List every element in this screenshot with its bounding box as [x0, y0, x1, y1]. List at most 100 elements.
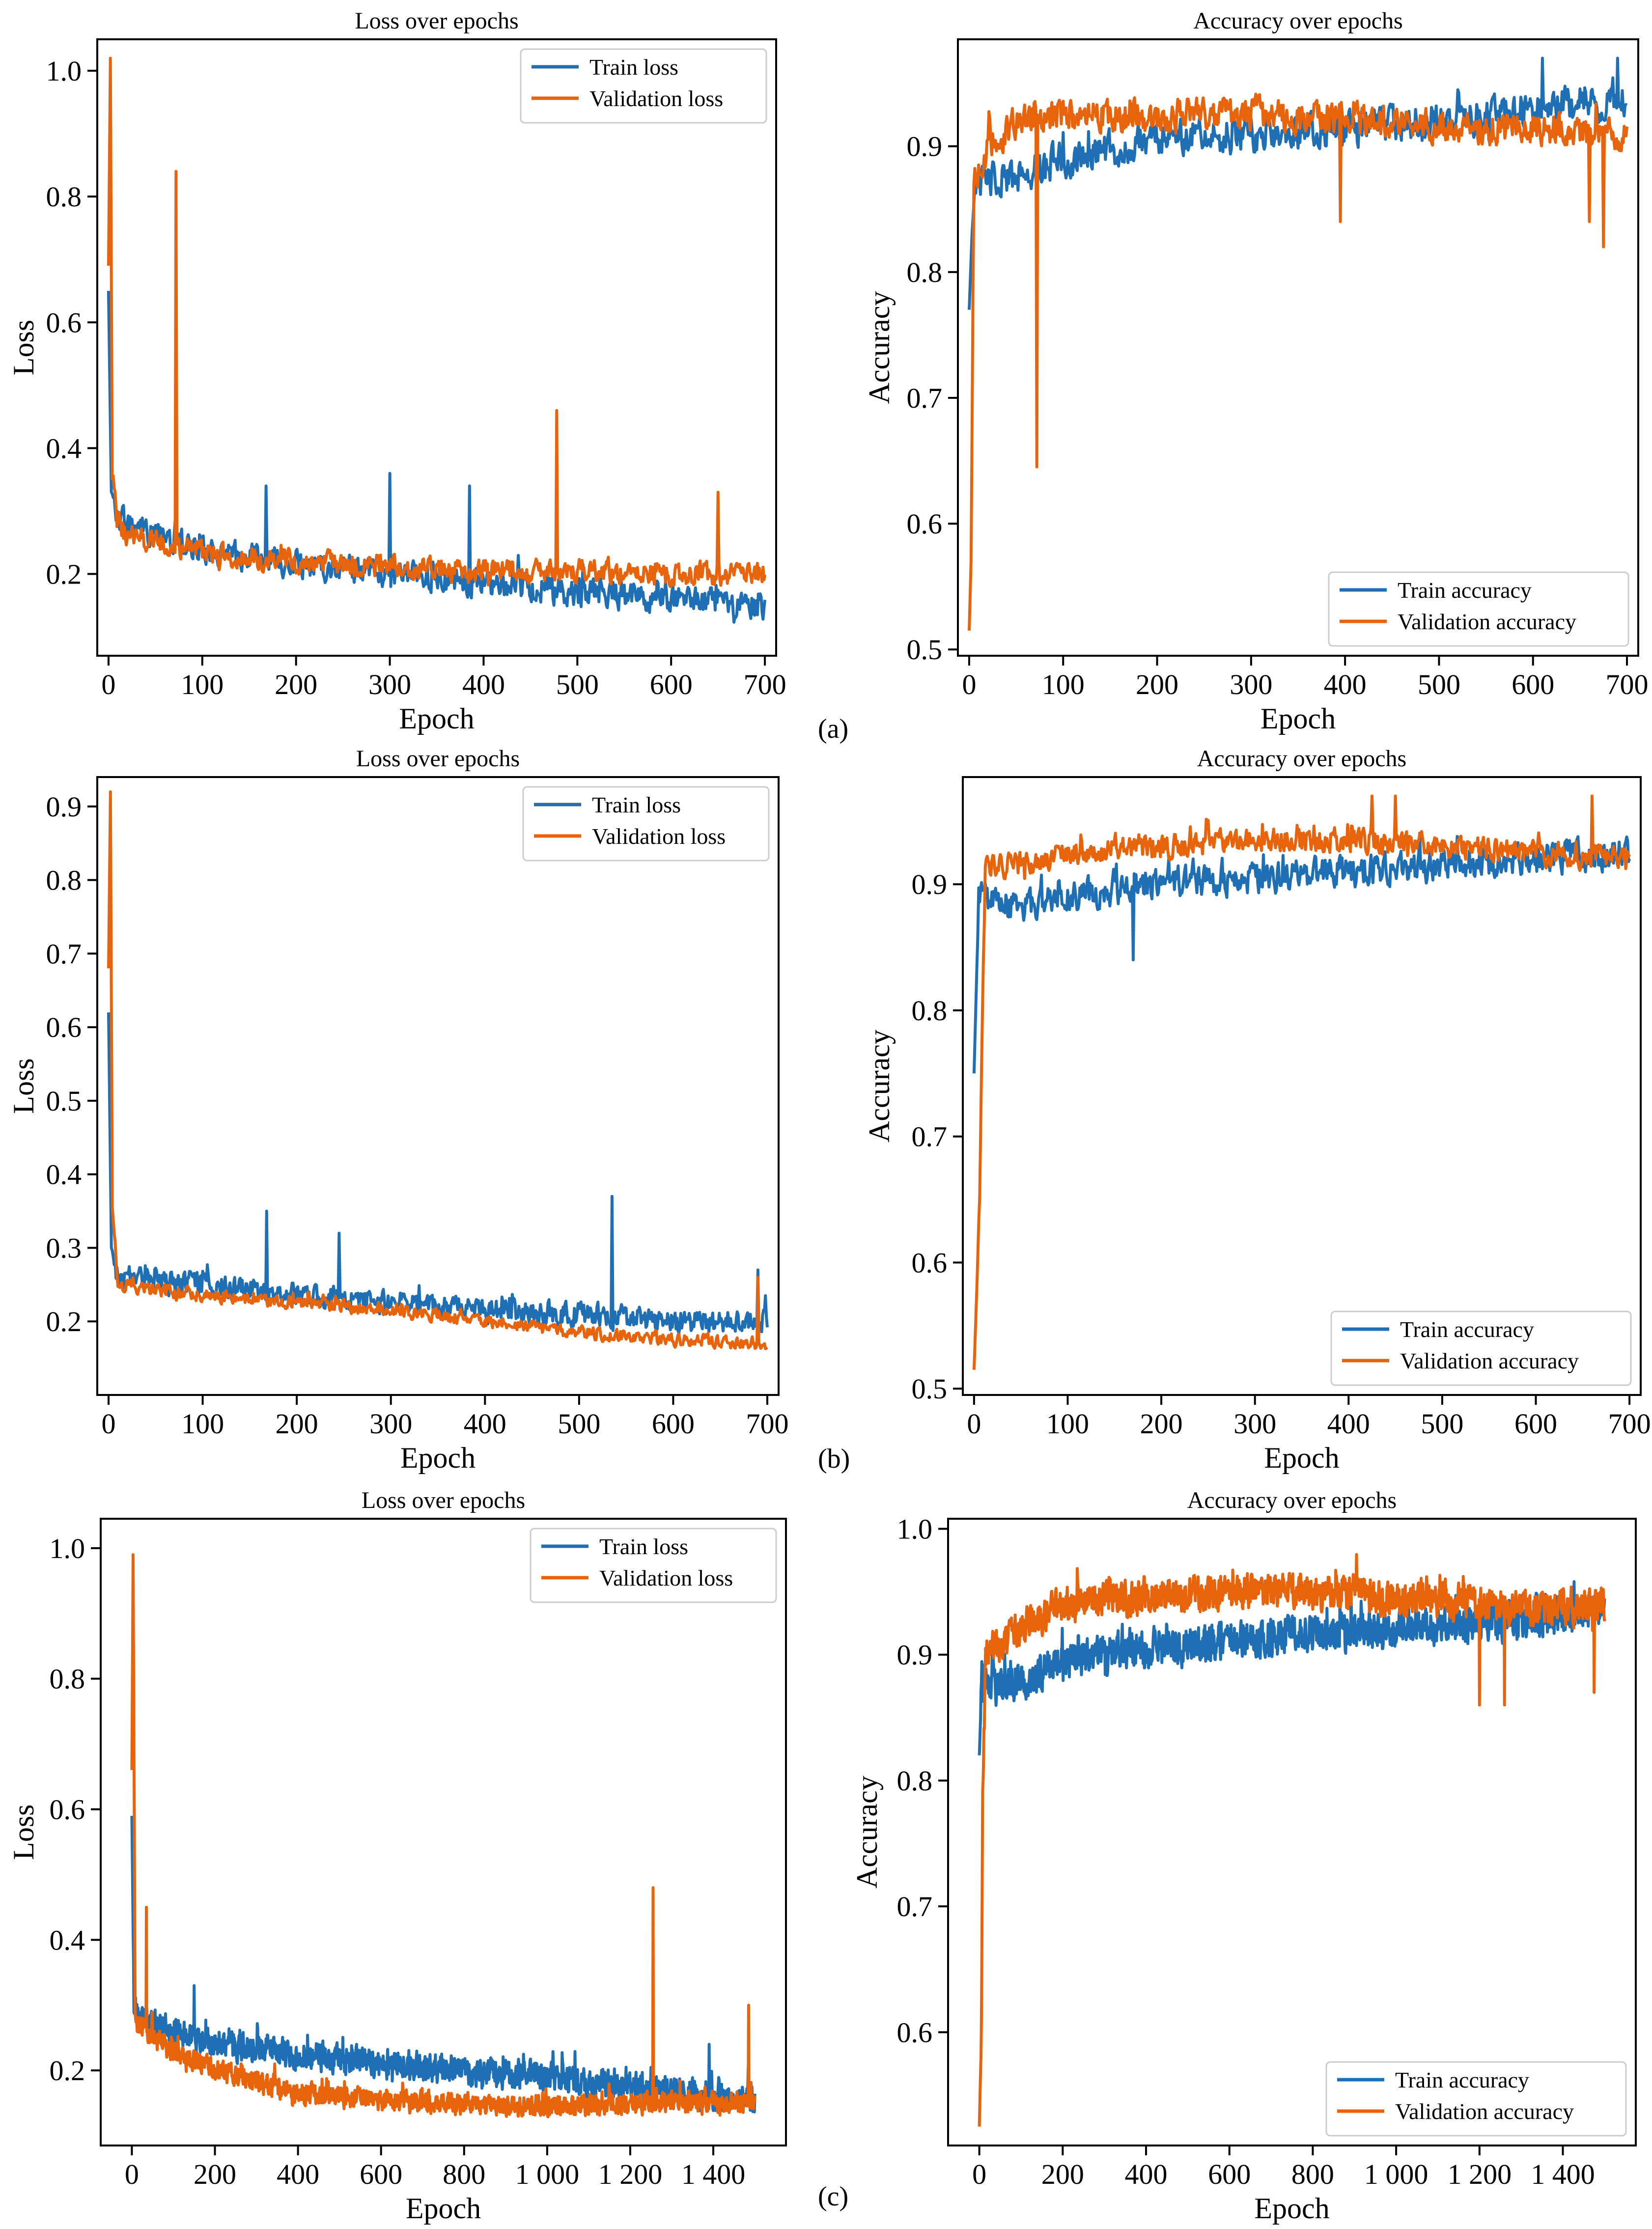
- series-line-train: [130, 1815, 756, 2114]
- y-tick-label: 0.5: [46, 1085, 82, 1117]
- series-line-validation: [968, 92, 1628, 631]
- x-tick-label: 200: [1041, 2158, 1084, 2190]
- x-tick-label: 100: [1046, 1408, 1089, 1440]
- y-tick-label: 0.2: [46, 558, 82, 590]
- plot-frame: [947, 1518, 1637, 2146]
- series-line-train: [968, 56, 1628, 310]
- legend-entry: Train loss: [599, 1534, 688, 1559]
- legend: Train accuracy Validation accuracy: [1325, 2061, 1627, 2137]
- y-tick-label: 0.9: [897, 1639, 933, 1671]
- x-tick-label: 1 400: [681, 2158, 746, 2190]
- legend: Train loss Validation loss: [520, 48, 767, 124]
- x-tick-label: 1 200: [598, 2158, 663, 2190]
- plot-frame: [962, 776, 1642, 1396]
- chart-title: Accuracy over epochs: [1187, 1487, 1397, 1513]
- x-tick-label: 800: [443, 2158, 485, 2190]
- x-tick-label: 700: [1608, 1408, 1651, 1440]
- legend-entry: Train loss: [592, 792, 681, 817]
- chart-c-acc: 0 200 400 600 800 1 000 1 200 1 400 0.6 0.7 0.8 0.9…: [851, 1487, 1637, 2225]
- y-tick-label: 0.8: [912, 995, 948, 1027]
- panel-label-b: (b): [818, 1444, 850, 1474]
- x-tick-label: 200: [275, 669, 317, 700]
- chart-b-loss: 0 100 200 300 400 500 600 700 0.2 0.3 0.4 0.5 0.6 0.7…: [7, 746, 789, 1474]
- y-tick-label: 0.6: [897, 2016, 933, 2048]
- x-tick-label: 200: [194, 2158, 236, 2190]
- x-tick-label: 500: [558, 1408, 600, 1440]
- y-tick-label: 0.4: [46, 432, 82, 464]
- series-line-train: [978, 1580, 1606, 1755]
- y-tick-label: 0.8: [907, 256, 943, 288]
- legend-entry: Train accuracy: [1395, 2067, 1529, 2092]
- y-axis-label: Loss: [7, 320, 40, 375]
- x-tick-label: 700: [1606, 669, 1649, 700]
- legend-entry: Validation accuracy: [1398, 609, 1576, 634]
- y-tick-label: 0.8: [50, 1663, 85, 1695]
- y-tick-label: 0.5: [907, 634, 943, 666]
- legend-entry: Validation loss: [599, 1565, 733, 1590]
- legend-entry: Validation accuracy: [1400, 1348, 1579, 1373]
- legend: Train accuracy Validation accuracy: [1330, 1310, 1632, 1386]
- panel-label-a: (a): [818, 714, 849, 744]
- x-tick-label: 200: [1136, 669, 1178, 700]
- series-line-validation: [972, 794, 1631, 1370]
- x-tick-label: 0: [972, 2158, 986, 2190]
- plot-frame: [100, 1518, 787, 2146]
- y-axis-label: Accuracy: [863, 1030, 896, 1142]
- y-axis-label: Accuracy: [863, 291, 896, 404]
- legend-entry: Validation loss: [589, 86, 723, 111]
- chart-title: Loss over epochs: [356, 746, 520, 772]
- legend-entry: Train accuracy: [1400, 1317, 1534, 1342]
- legend-entry: Train accuracy: [1398, 578, 1532, 603]
- x-tick-label: 300: [368, 669, 411, 700]
- x-tick-label: 600: [652, 1408, 695, 1440]
- y-tick-label: 0.5: [912, 1373, 948, 1405]
- y-tick-label: 0.7: [46, 938, 82, 970]
- x-tick-label: 0: [962, 669, 976, 700]
- y-tick-label: 0.6: [912, 1247, 948, 1279]
- x-axis-label: Epoch: [406, 2192, 481, 2225]
- legend-entry: Train loss: [589, 55, 678, 80]
- legend: Train loss Validation loss: [530, 1528, 777, 1603]
- x-tick-label: 600: [1512, 669, 1554, 700]
- x-tick-label: 0: [101, 669, 115, 700]
- y-tick-label: 0.6: [907, 508, 943, 540]
- chart-title: Loss over epochs: [355, 8, 518, 34]
- x-tick-label: 200: [1140, 1408, 1183, 1440]
- chart-title: Loss over epochs: [362, 1487, 525, 1513]
- x-axis-label: Epoch: [1264, 1442, 1339, 1474]
- x-tick-label: 200: [276, 1408, 318, 1440]
- x-tick-label: 400: [464, 1408, 506, 1440]
- chart-a-acc: 0 100 200 300 400 500 600 700 0.5 0.6 0.7 0.8 0.9 Acc…: [863, 8, 1649, 735]
- y-tick-label: 1.0: [897, 1513, 933, 1545]
- x-tick-label: 600: [650, 669, 693, 700]
- x-tick-label: 400: [1324, 669, 1367, 700]
- x-tick-label: 300: [1233, 1408, 1276, 1440]
- x-axis-label: Epoch: [1254, 2192, 1329, 2225]
- chart-c-loss: 0 200 400 600 800 1 000 1 200 1 400 0.2 0.4 0.6 0.8…: [7, 1487, 787, 2225]
- x-tick-label: 1 200: [1448, 2158, 1512, 2190]
- x-tick-label: 700: [746, 1408, 789, 1440]
- x-tick-label: 400: [1327, 1408, 1370, 1440]
- legend-box: [1325, 2061, 1627, 2137]
- series-line-validation: [978, 1553, 1606, 2127]
- panel-label-c: (c): [818, 2181, 849, 2212]
- legend-entry: Validation loss: [592, 824, 726, 849]
- legend-box: [530, 1528, 777, 1603]
- y-tick-label: 1.0: [50, 1532, 85, 1564]
- plot-frame: [96, 776, 780, 1396]
- y-tick-label: 0.7: [907, 382, 943, 414]
- plot-frame: [96, 38, 777, 657]
- y-tick-label: 0.8: [46, 181, 82, 213]
- series-line-validation: [130, 1553, 756, 2118]
- x-axis-label: Epoch: [1260, 702, 1336, 735]
- x-tick-label: 800: [1291, 2158, 1334, 2190]
- x-tick-label: 400: [462, 669, 505, 700]
- y-tick-label: 0.6: [46, 306, 82, 338]
- y-tick-label: 0.8: [46, 864, 82, 896]
- x-tick-label: 100: [181, 1408, 224, 1440]
- y-tick-label: 0.9: [912, 868, 948, 900]
- y-tick-label: 0.9: [46, 791, 82, 823]
- x-tick-label: 600: [360, 2158, 402, 2190]
- x-tick-label: 1 000: [515, 2158, 580, 2190]
